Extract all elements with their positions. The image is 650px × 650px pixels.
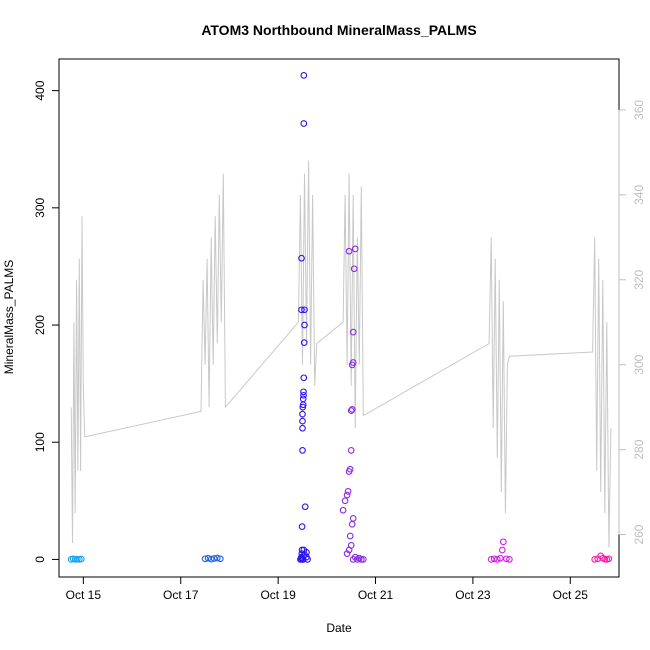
y-tick-label: 200 xyxy=(33,315,47,335)
data-point xyxy=(77,555,85,563)
x-tick-label: Oct 19 xyxy=(260,588,296,602)
data-point xyxy=(347,542,355,549)
data-point xyxy=(299,395,307,403)
data-point xyxy=(349,515,357,522)
y-tick-label: 300 xyxy=(33,198,47,218)
data-point xyxy=(496,554,504,562)
y-axis-label: MineralMass_PALMS xyxy=(2,260,16,374)
data-point xyxy=(301,306,308,314)
chart-title: ATOM3 Northbound MineralMass_PALMS xyxy=(201,22,476,38)
data-point xyxy=(506,556,513,563)
data-point xyxy=(493,556,501,563)
plot-area-frame xyxy=(58,58,620,578)
x-tick-label: Oct 23 xyxy=(455,588,491,602)
data-point xyxy=(298,523,306,530)
data-point xyxy=(348,520,356,528)
data-point xyxy=(299,403,307,411)
data-point xyxy=(351,245,359,253)
data-point xyxy=(350,265,358,273)
y2-tick-label: 360 xyxy=(632,100,646,120)
data-point xyxy=(298,306,305,314)
data-point xyxy=(299,424,306,432)
right-axis-series-line xyxy=(70,160,612,548)
data-point xyxy=(304,556,311,563)
y2-tick-label: 320 xyxy=(632,269,646,289)
data-point xyxy=(303,549,310,556)
data-point xyxy=(299,447,306,454)
data-point xyxy=(346,465,354,473)
data-point xyxy=(503,555,510,563)
data-point xyxy=(359,556,367,563)
data-point xyxy=(300,388,307,396)
series-layer xyxy=(67,72,613,563)
data-point xyxy=(345,247,353,255)
data-point xyxy=(591,556,599,563)
data-point xyxy=(300,374,308,382)
y2-tick-label: 280 xyxy=(632,439,646,459)
data-point xyxy=(300,339,308,346)
data-point xyxy=(498,546,506,554)
data-point xyxy=(299,417,306,425)
y-tick-label: 0 xyxy=(33,556,47,563)
x-tick-label: Oct 21 xyxy=(358,588,394,602)
data-point xyxy=(357,556,365,563)
data-point xyxy=(347,447,355,454)
data-point xyxy=(605,555,613,563)
x-tick-label: Oct 25 xyxy=(553,588,589,602)
data-point xyxy=(301,503,309,511)
data-point xyxy=(346,532,354,540)
data-point xyxy=(349,328,357,336)
data-point xyxy=(341,497,349,505)
data-point xyxy=(298,254,305,262)
data-point xyxy=(490,555,498,563)
data-point xyxy=(343,491,351,499)
x-tick-label: Oct 17 xyxy=(163,588,199,602)
data-point xyxy=(300,72,308,79)
axis-layer: Oct 15 Oct 17 Oct 19 Oct 21 Oct 23 Oct 25 0 100… xyxy=(33,80,646,602)
y2-tick-label: 300 xyxy=(632,354,646,374)
data-point xyxy=(301,321,308,329)
data-point xyxy=(344,488,352,495)
data-point xyxy=(347,407,355,414)
x-axis-label: Date xyxy=(326,621,352,635)
data-point xyxy=(339,506,347,514)
x-tick-label: Oct 15 xyxy=(66,588,102,602)
data-point xyxy=(343,550,351,557)
y2-tick-label: 340 xyxy=(632,185,646,205)
data-point xyxy=(499,538,507,546)
data-point xyxy=(216,555,224,563)
y-tick-label: 100 xyxy=(33,432,47,452)
y-tick-label: 400 xyxy=(33,80,47,100)
data-point xyxy=(300,391,307,399)
y2-tick-label: 260 xyxy=(632,524,646,544)
data-point xyxy=(213,554,221,562)
data-point xyxy=(348,406,356,413)
data-point xyxy=(207,555,215,563)
data-point xyxy=(299,410,306,418)
data-point xyxy=(349,359,357,366)
data-point xyxy=(300,120,308,127)
